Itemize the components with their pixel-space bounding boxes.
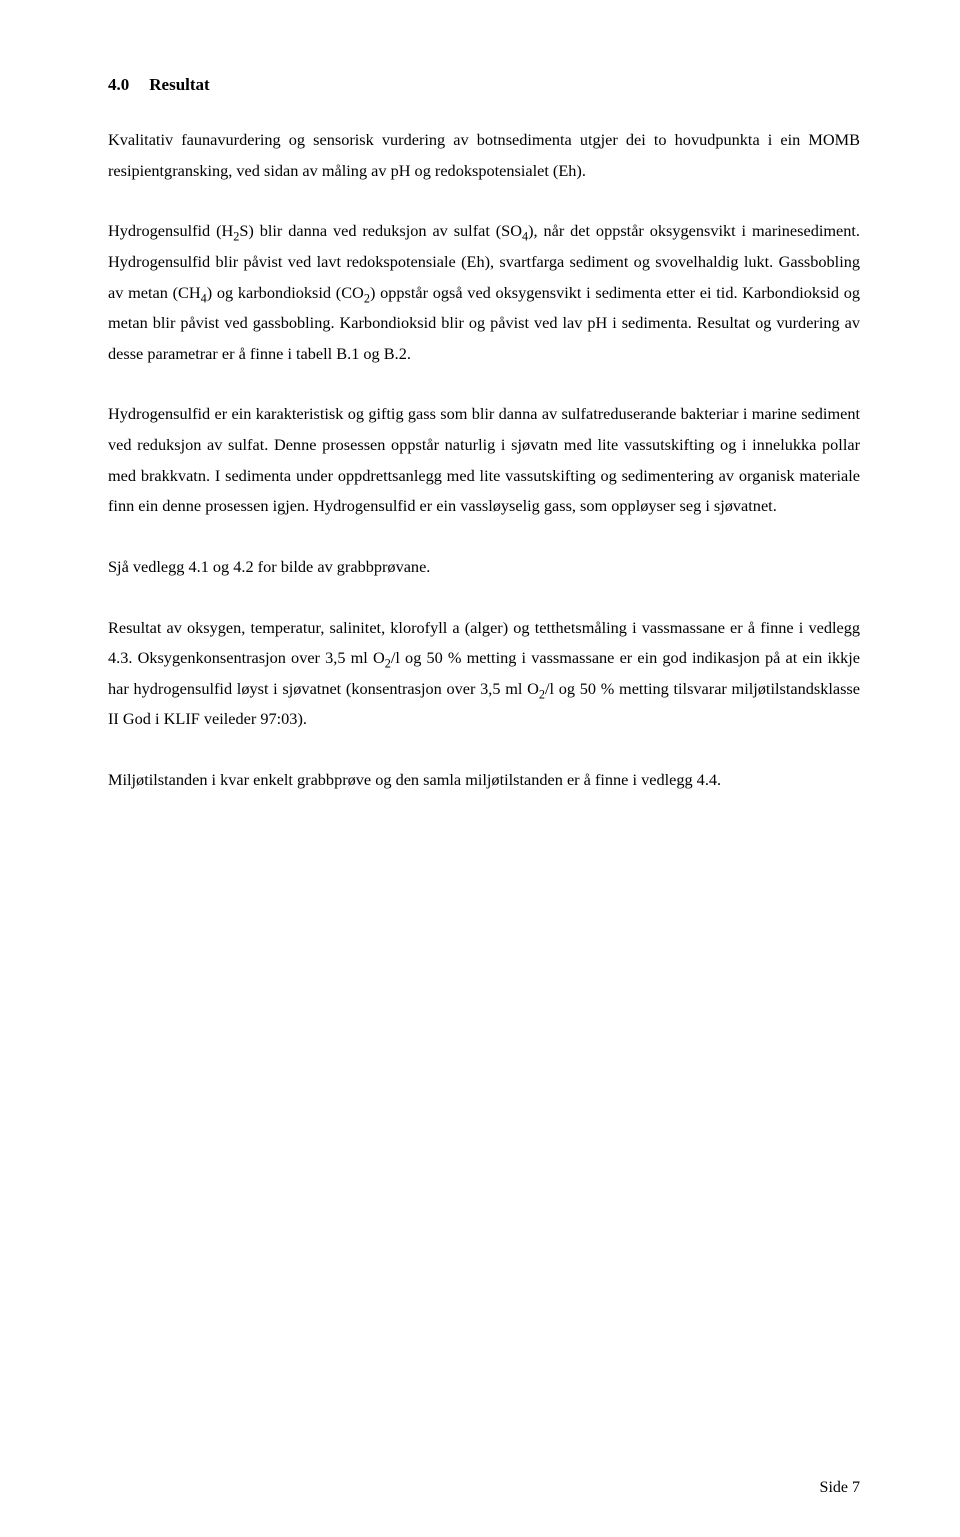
section-heading: 4.0 Resultat: [108, 75, 860, 95]
paragraph-2: Hydrogensulfid (H2S) blir danna ved redu…: [108, 216, 860, 369]
body-text: Hydrogensulfid (H: [108, 221, 233, 240]
body-text: ) og karbondioksid (CO: [207, 283, 364, 302]
paragraph-5: Resultat av oksygen, temperatur, salinit…: [108, 613, 860, 736]
body-text: S) blir danna ved reduksjon av sulfat (S…: [239, 221, 522, 240]
page-number: Side 7: [820, 1479, 860, 1497]
body-text: Hydrogensulfid er ein karakteristisk og …: [108, 404, 860, 515]
section-title: Resultat: [149, 75, 209, 94]
body-text: Sjå vedlegg 4.1 og 4.2 for bilde av grab…: [108, 557, 430, 576]
paragraph-6: Miljøtilstanden i kvar enkelt grabbprøve…: [108, 765, 860, 796]
paragraph-3: Hydrogensulfid er ein karakteristisk og …: [108, 399, 860, 522]
paragraph-4: Sjå vedlegg 4.1 og 4.2 for bilde av grab…: [108, 552, 860, 583]
body-text: Kvalitativ faunavurdering og sensorisk v…: [108, 130, 860, 180]
section-number: 4.0: [108, 75, 129, 95]
paragraph-1: Kvalitativ faunavurdering og sensorisk v…: [108, 125, 860, 186]
body-text: Miljøtilstanden i kvar enkelt grabbprøve…: [108, 770, 721, 789]
